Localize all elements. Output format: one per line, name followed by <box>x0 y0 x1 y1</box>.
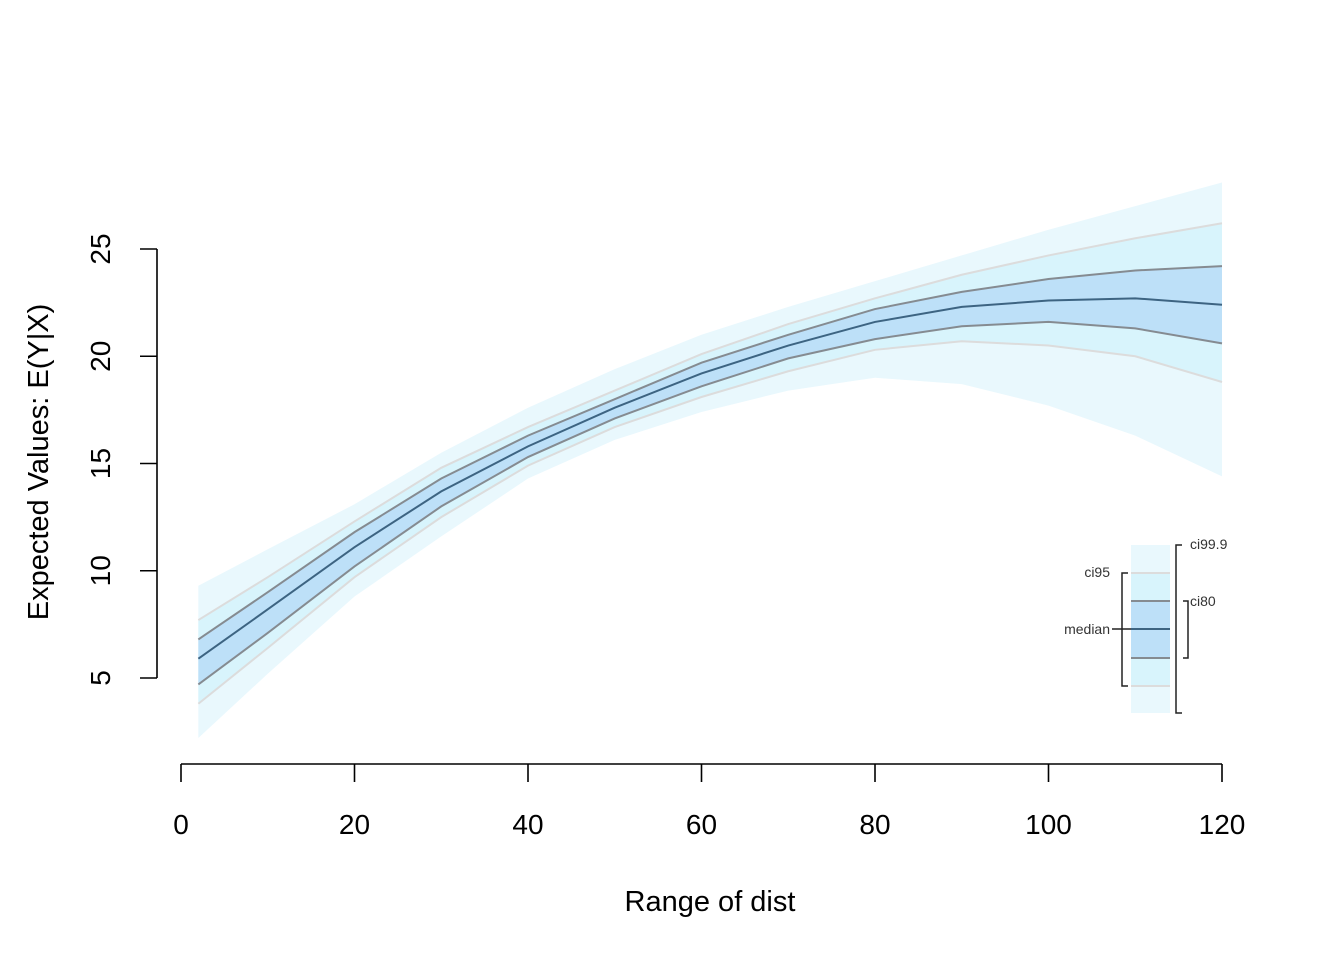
ci80-upper-line <box>197 265 1223 641</box>
x-tick-label: 80 <box>859 809 890 840</box>
y-tick-label: 10 <box>85 555 116 586</box>
band-ci80 <box>198 266 1223 685</box>
bracket-ci99-9 <box>1175 544 1182 714</box>
legend-label-ci80: ci80 <box>1190 593 1216 609</box>
x-tick-label: 40 <box>512 809 543 840</box>
ci95-lower-line <box>197 340 1223 705</box>
y-tick-label: 15 <box>85 448 116 479</box>
x-tick-label: 20 <box>339 809 370 840</box>
series-lines <box>197 222 1223 705</box>
bracket-ci80 <box>1183 600 1189 659</box>
legend-label-median: median <box>1064 621 1110 637</box>
y-axis-title: Expected Values: E(Y|X) <box>23 304 55 620</box>
axes: 0 20 40 60 80 100 120 5 10 15 20 25 <box>85 233 1245 840</box>
ci80-lower-line <box>197 320 1223 686</box>
legend: ci99.9 ci95 ci80 median <box>1064 536 1228 714</box>
legend-label-ci95: ci95 <box>1084 564 1110 580</box>
ci95-upper-line <box>197 222 1223 621</box>
x-tick-label: 60 <box>686 809 717 840</box>
y-tick-label: 5 <box>85 670 116 686</box>
confidence-bands <box>198 182 1223 739</box>
y-tick-label: 25 <box>85 233 116 264</box>
median-line <box>197 297 1223 660</box>
legend-label-ci99-9: ci99.9 <box>1190 536 1228 552</box>
x-tick-label: 120 <box>1199 809 1246 840</box>
y-tick-label: 20 <box>85 341 116 372</box>
x-tick-label: 100 <box>1025 809 1072 840</box>
x-axis-title: Range of dist <box>625 886 796 918</box>
x-tick-label: 0 <box>173 809 189 840</box>
